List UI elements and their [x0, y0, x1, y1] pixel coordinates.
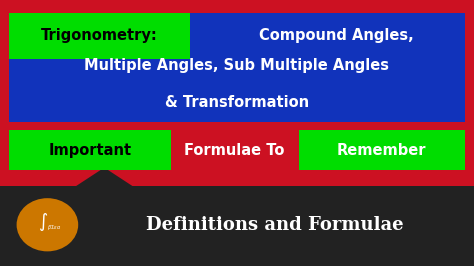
FancyBboxPatch shape — [9, 13, 465, 122]
Ellipse shape — [17, 198, 78, 251]
Text: Important: Important — [48, 143, 132, 158]
Text: Trigonometry:: Trigonometry: — [41, 28, 158, 43]
Text: Formulae To: Formulae To — [184, 143, 285, 158]
Text: $\int$: $\int$ — [37, 211, 48, 233]
Text: Definitions and Formulae: Definitions and Formulae — [146, 216, 404, 234]
Text: Multiple Angles, Sub Multiple Angles: Multiple Angles, Sub Multiple Angles — [84, 58, 390, 73]
Text: & Transformation: & Transformation — [165, 95, 309, 110]
FancyBboxPatch shape — [0, 186, 474, 266]
Polygon shape — [76, 168, 133, 186]
FancyBboxPatch shape — [299, 130, 465, 170]
Text: $\beta\Sigma\epsilon\,\alpha$: $\beta\Sigma\epsilon\,\alpha$ — [47, 223, 62, 232]
Text: Remember: Remember — [337, 143, 426, 158]
FancyBboxPatch shape — [9, 130, 171, 170]
FancyBboxPatch shape — [9, 13, 190, 59]
Text: Compound Angles,: Compound Angles, — [259, 28, 414, 43]
